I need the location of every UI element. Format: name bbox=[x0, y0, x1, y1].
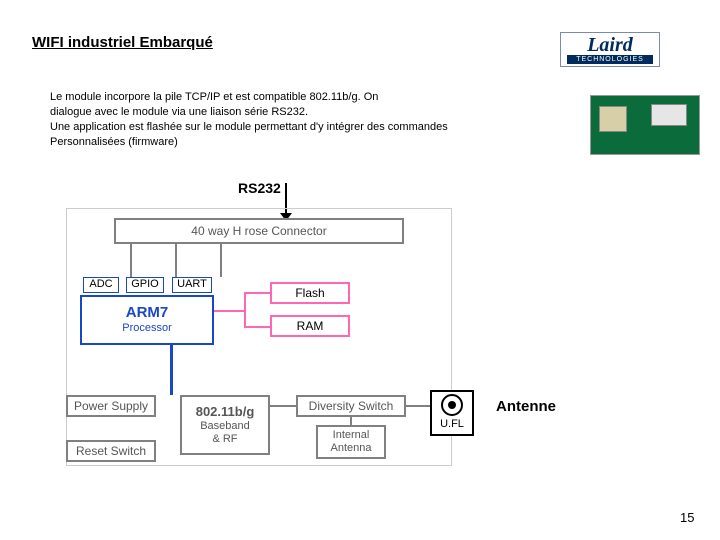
desc-line: Le module incorpore la pile TCP/IP et es… bbox=[50, 90, 448, 105]
flash-block: Flash bbox=[270, 282, 350, 304]
baseband-title: 802.11b/g bbox=[196, 404, 255, 420]
arm7-sub: Processor bbox=[122, 322, 172, 335]
desc-line: Personnalisées (firmware) bbox=[50, 135, 448, 150]
antenna-label: Antenne bbox=[494, 398, 558, 415]
power-supply-block: Power Supply bbox=[66, 395, 156, 417]
connector-block: 40 way H rose Connector bbox=[114, 218, 404, 244]
page-number: 15 bbox=[680, 510, 694, 525]
reset-switch-block: Reset Switch bbox=[66, 440, 156, 462]
arm7-title: ARM7 bbox=[126, 304, 169, 322]
ram-block: RAM bbox=[270, 315, 350, 337]
rs232-label: RS232 bbox=[236, 180, 283, 196]
uart-block: UART bbox=[172, 277, 212, 293]
arm7-block: ARM7 Processor bbox=[80, 295, 214, 345]
arm7-to-baseband-line bbox=[170, 345, 173, 395]
gpio-block: GPIO bbox=[126, 277, 164, 293]
logo-main: Laird bbox=[567, 35, 653, 55]
ufl-connector-block: U.FL bbox=[430, 390, 474, 436]
conn-line bbox=[220, 244, 222, 277]
desc-line: Une application est flashée sur le modul… bbox=[50, 120, 448, 135]
bb-to-div-line bbox=[270, 405, 296, 407]
internal-antenna-block: Internal Antenna bbox=[316, 425, 386, 459]
page-title: WIFI industriel Embarqué bbox=[32, 34, 213, 51]
module-photo bbox=[590, 95, 700, 155]
div-to-ufl-line bbox=[406, 405, 430, 407]
ufl-icon bbox=[441, 394, 463, 416]
mem-line bbox=[244, 292, 270, 294]
description-text: Le module incorpore la pile TCP/IP et es… bbox=[50, 90, 448, 149]
conn-line bbox=[130, 244, 132, 277]
baseband-block: 802.11b/g Baseband & RF bbox=[180, 395, 270, 455]
laird-logo: Laird TECHNOLOGIES bbox=[560, 32, 660, 67]
ufl-label: U.FL bbox=[440, 418, 464, 431]
mem-line bbox=[244, 292, 246, 328]
desc-line: dialogue avec le module via une liaison … bbox=[50, 105, 448, 120]
mem-line bbox=[214, 310, 244, 312]
conn-line bbox=[175, 244, 177, 277]
div-to-intant-line bbox=[350, 417, 352, 425]
diversity-switch-block: Diversity Switch bbox=[296, 395, 406, 417]
mem-line bbox=[244, 326, 270, 328]
logo-sub: TECHNOLOGIES bbox=[567, 55, 653, 64]
adc-block: ADC bbox=[83, 277, 119, 293]
baseband-sub: Baseband & RF bbox=[200, 420, 250, 446]
